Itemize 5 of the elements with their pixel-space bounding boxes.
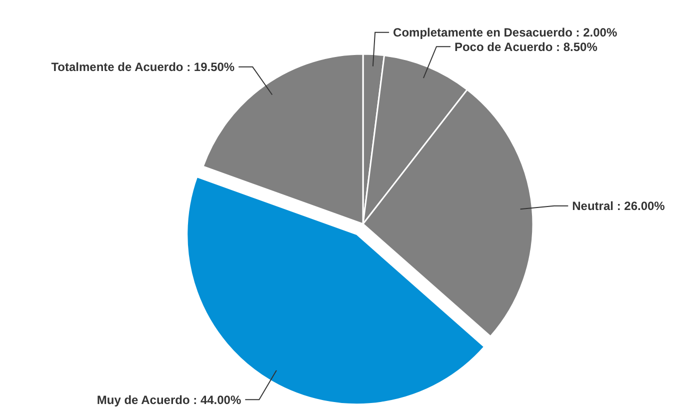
- slice-label: Muy de Acuerdo : 44.00%: [96, 392, 242, 407]
- slice-label: Totalmente de Acuerdo : 19.50%: [51, 60, 235, 74]
- slice-label: Poco de Acuerdo : 8.50%: [454, 40, 598, 54]
- slice-label: Completamente en Desacuerdo : 2.00%: [393, 26, 618, 40]
- slice-label: Neutral : 26.00%: [572, 199, 666, 214]
